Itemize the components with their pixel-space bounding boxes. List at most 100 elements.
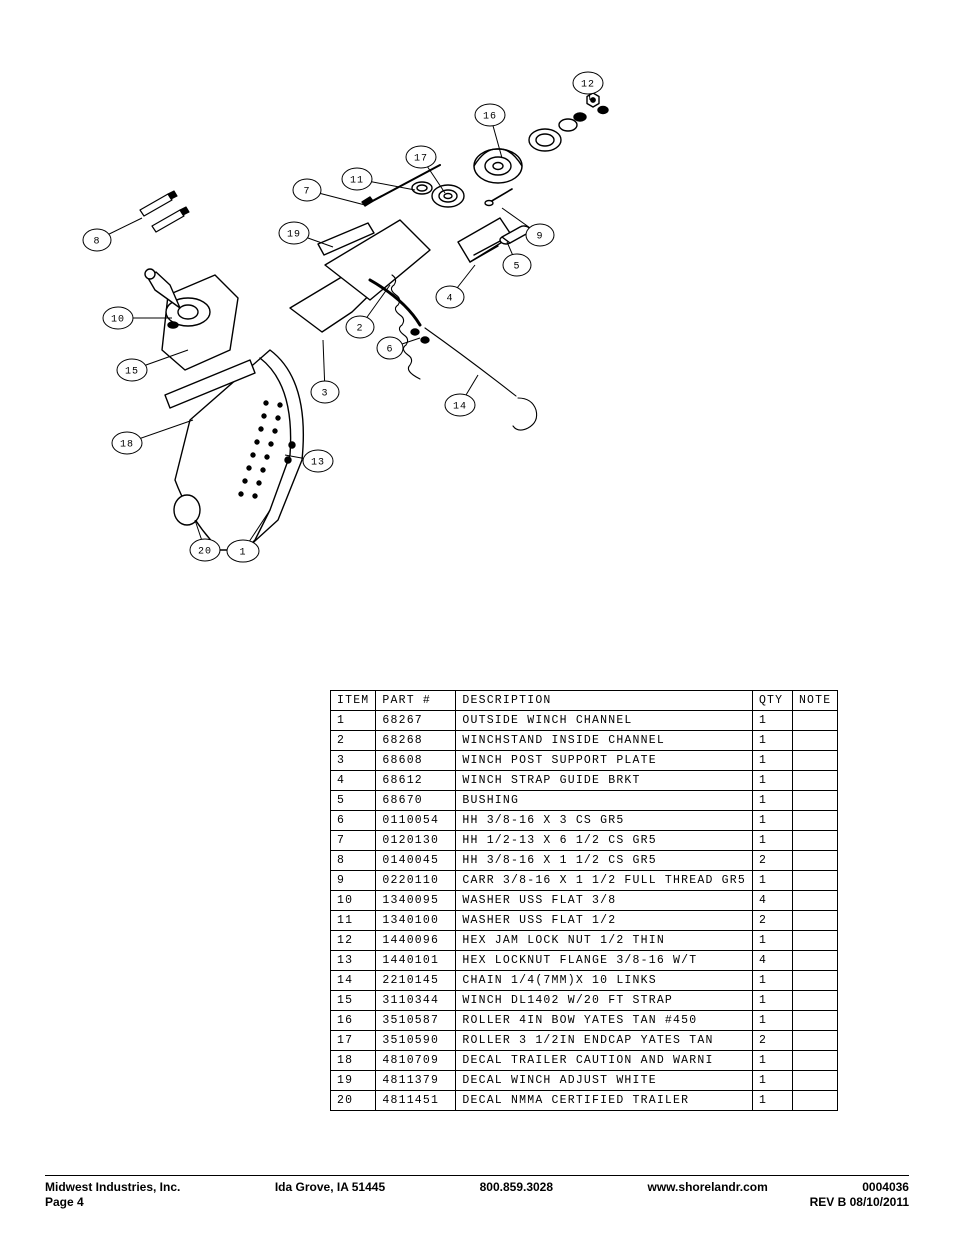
cell-item: 8	[331, 851, 376, 871]
table-row: 184810709DECAL TRAILER CAUTION AND WARNI…	[331, 1051, 838, 1071]
cell-desc: WINCH POST SUPPORT PLATE	[456, 751, 753, 771]
cell-note	[792, 911, 837, 931]
callout-label: 3	[321, 389, 328, 400]
callout-label: 15	[125, 367, 139, 378]
cell-item: 3	[331, 751, 376, 771]
table-row: 121440096HEX JAM LOCK NUT 1/2 THIN1	[331, 931, 838, 951]
cell-qty: 1	[752, 1051, 792, 1071]
callout-label: 12	[581, 80, 595, 91]
cell-note	[792, 991, 837, 1011]
callout-label: 8	[93, 237, 100, 248]
cell-desc: ROLLER 4IN BOW YATES TAN #450	[456, 1011, 753, 1031]
cell-note	[792, 771, 837, 791]
cell-qty: 2	[752, 851, 792, 871]
cell-part: 1440096	[376, 931, 456, 951]
cell-desc: WINCHSTAND INSIDE CHANNEL	[456, 731, 753, 751]
cell-desc: CARR 3/8-16 X 1 1/2 FULL THREAD GR5	[456, 871, 753, 891]
cell-item: 2	[331, 731, 376, 751]
cell-qty: 1	[752, 711, 792, 731]
callout-label: 1	[239, 548, 246, 559]
cell-note	[792, 1051, 837, 1071]
th-item: ITEM	[331, 691, 376, 711]
cell-note	[792, 751, 837, 771]
table-row: 111340100WASHER USS FLAT 1/22	[331, 911, 838, 931]
cell-item: 1	[331, 711, 376, 731]
footer-city: Ida Grove, IA 51445	[275, 1180, 385, 1194]
footer-docnum: 0004036	[862, 1180, 909, 1194]
footer-company: Midwest Industries, Inc.	[45, 1180, 180, 1194]
cell-qty: 1	[752, 931, 792, 951]
callout-label: 4	[446, 294, 453, 305]
footer-phone: 800.859.3028	[480, 1180, 553, 1194]
cell-qty: 1	[752, 751, 792, 771]
cell-qty: 1	[752, 991, 792, 1011]
cell-desc: BUSHING	[456, 791, 753, 811]
cell-desc: DECAL TRAILER CAUTION AND WARNI	[456, 1051, 753, 1071]
th-desc: DESCRIPTION	[456, 691, 753, 711]
cell-note	[792, 1071, 837, 1091]
cell-note	[792, 711, 837, 731]
cell-item: 17	[331, 1031, 376, 1051]
cell-note	[792, 971, 837, 991]
cell-desc: WASHER USS FLAT 1/2	[456, 911, 753, 931]
cell-item: 11	[331, 911, 376, 931]
page-footer: Midwest Industries, Inc. Ida Grove, IA 5…	[45, 1175, 909, 1209]
cell-qty: 2	[752, 1031, 792, 1051]
cell-part: 0220110	[376, 871, 456, 891]
callout-label: 7	[303, 187, 310, 198]
cell-note	[792, 1091, 837, 1111]
cell-qty: 1	[752, 731, 792, 751]
cell-desc: WASHER USS FLAT 3/8	[456, 891, 753, 911]
callout-label: 16	[483, 112, 497, 123]
cell-item: 4	[331, 771, 376, 791]
cell-note	[792, 891, 837, 911]
cell-item: 5	[331, 791, 376, 811]
cell-qty: 1	[752, 771, 792, 791]
table-row: 90220110CARR 3/8-16 X 1 1/2 FULL THREAD …	[331, 871, 838, 891]
cell-note	[792, 831, 837, 851]
cell-qty: 1	[752, 831, 792, 851]
callout-label: 5	[513, 262, 520, 273]
cell-part: 68267	[376, 711, 456, 731]
cell-item: 6	[331, 811, 376, 831]
cell-qty: 4	[752, 951, 792, 971]
cell-item: 15	[331, 991, 376, 1011]
cell-desc: HH 1/2-13 X 6 1/2 CS GR5	[456, 831, 753, 851]
cell-item: 12	[331, 931, 376, 951]
table-row: 568670BUSHING1	[331, 791, 838, 811]
cell-item: 19	[331, 1071, 376, 1091]
cell-note	[792, 1011, 837, 1031]
table-row: 168267OUTSIDE WINCH CHANNEL1	[331, 711, 838, 731]
cell-note	[792, 931, 837, 951]
cell-part: 68608	[376, 751, 456, 771]
cell-part: 68612	[376, 771, 456, 791]
cell-qty: 1	[752, 871, 792, 891]
callout-label: 14	[453, 402, 467, 413]
cell-part: 68268	[376, 731, 456, 751]
cell-desc: DECAL WINCH ADJUST WHITE	[456, 1071, 753, 1091]
cell-item: 13	[331, 951, 376, 971]
table-row: 70120130HH 1/2-13 X 6 1/2 CS GR51	[331, 831, 838, 851]
cell-desc: OUTSIDE WINCH CHANNEL	[456, 711, 753, 731]
cell-part: 1340100	[376, 911, 456, 931]
cell-qty: 1	[752, 811, 792, 831]
table-row: 268268WINCHSTAND INSIDE CHANNEL1	[331, 731, 838, 751]
table-row: 101340095WASHER USS FLAT 3/84	[331, 891, 838, 911]
table-row: 468612WINCH STRAP GUIDE BRKT1	[331, 771, 838, 791]
callout-label: 18	[120, 440, 134, 451]
cell-part: 1340095	[376, 891, 456, 911]
cell-desc: DECAL NMMA CERTIFIED TRAILER	[456, 1091, 753, 1111]
parts-table: ITEM PART # DESCRIPTION QTY NOTE 168267O…	[330, 690, 838, 1111]
table-row: 80140045HH 3/8-16 X 1 1/2 CS GR52	[331, 851, 838, 871]
table-row: 163510587ROLLER 4IN BOW YATES TAN #4501	[331, 1011, 838, 1031]
cell-part: 0110054	[376, 811, 456, 831]
cell-note	[792, 811, 837, 831]
callout-label: 19	[287, 230, 301, 241]
cell-note	[792, 871, 837, 891]
cell-item: 20	[331, 1091, 376, 1111]
cell-part: 3510587	[376, 1011, 456, 1031]
cell-note	[792, 731, 837, 751]
callout-label: 2	[356, 324, 363, 335]
callout-label: 17	[414, 154, 428, 165]
footer-page: Page 4	[45, 1195, 84, 1209]
